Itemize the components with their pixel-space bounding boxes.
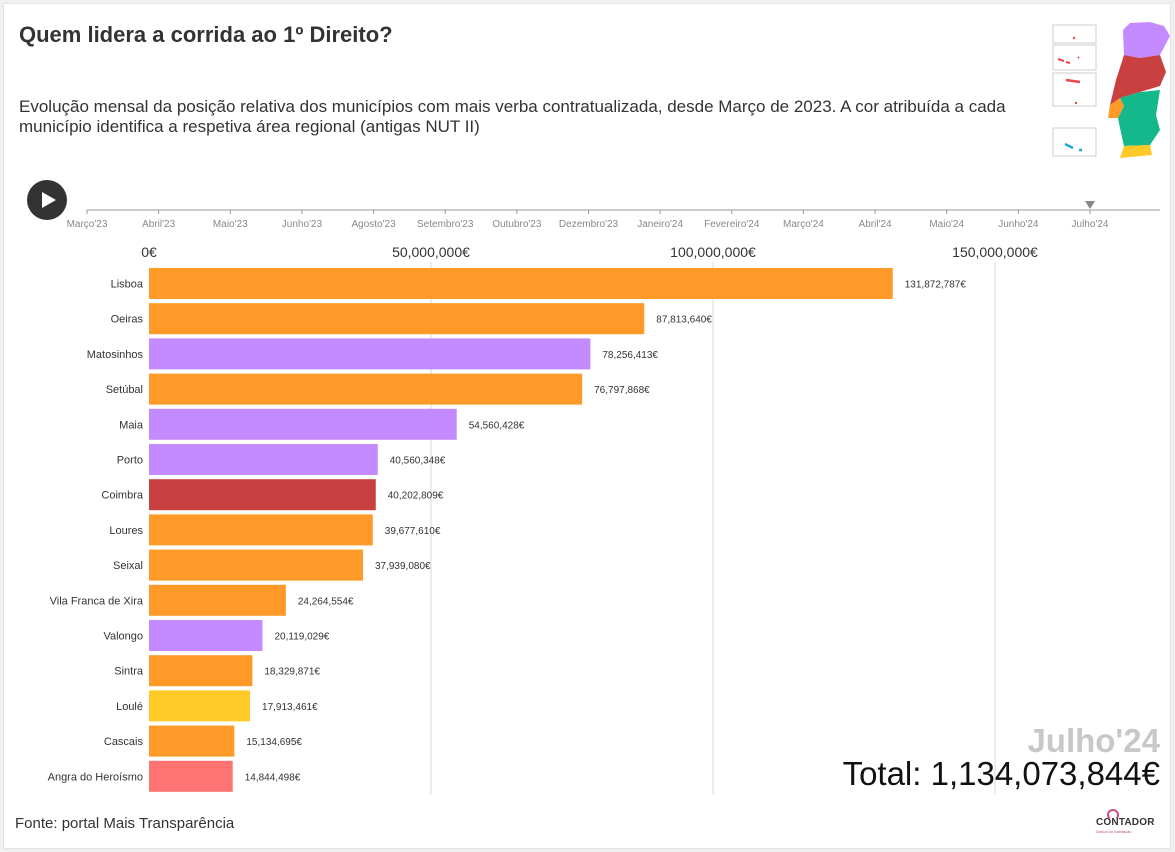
timeline-month-label[interactable]: Abril'23: [142, 219, 175, 230]
acores-inset: [1052, 127, 1097, 157]
category-label: Porto: [117, 455, 143, 467]
x-tick-label: 0€: [141, 244, 157, 260]
value-label: 78,256,413€: [602, 350, 658, 361]
norte-region-shape: [1123, 22, 1170, 58]
category-label: Matosinhos: [87, 349, 144, 361]
timeline-month-label[interactable]: Maio'24: [929, 219, 964, 230]
category-label: Coimbra: [101, 490, 143, 502]
source-note: Fonte: portal Mais Transparência: [15, 815, 235, 832]
value-label: 131,872,787€: [905, 280, 967, 291]
bar: [149, 444, 378, 475]
timeline-month-label[interactable]: Abril'24: [859, 219, 892, 230]
bar: [149, 408, 457, 440]
algarve-region-shape: [1120, 145, 1152, 158]
value-label: 14,844,498€: [245, 772, 301, 783]
logo-icon: [1107, 809, 1119, 821]
value-label: 87,813,640€: [656, 315, 712, 326]
contador-logo: CONTADOR Dados do habitação: [1096, 808, 1158, 834]
timeline-month-label[interactable]: Março'23: [67, 219, 108, 230]
region-minimap: [1052, 22, 1170, 158]
timeline-month-label[interactable]: Junho'23: [282, 219, 323, 230]
category-label: Valongo: [103, 631, 143, 643]
timeline-month-label[interactable]: Agosto'23: [351, 219, 396, 230]
category-label: Loulé: [116, 701, 143, 713]
bar: [149, 338, 591, 370]
category-label: Setúbal: [106, 384, 143, 396]
timeline-slider[interactable]: Março'23 Abril'23 Maio'23 Junho'23 Agosto'23…: [67, 201, 1160, 230]
chart-title: Quem lidera a corrida ao 1º Direito?: [19, 22, 393, 47]
island-mark: [1065, 78, 1081, 84]
azores-inset-2: [1052, 44, 1097, 71]
azores-inset-1: [1052, 24, 1097, 44]
x-tick-label: 50,000,000€: [392, 244, 470, 260]
bar: [149, 514, 373, 546]
category-label: Sintra: [114, 666, 144, 678]
category-label: Seixal: [113, 560, 143, 572]
timeline-handle-icon[interactable]: [1085, 201, 1095, 209]
bar: [149, 584, 286, 616]
value-label: 17,913,461€: [262, 702, 318, 713]
x-tick-label: 100,000,000€: [670, 244, 756, 260]
value-label: 76,797,868€: [594, 385, 650, 396]
island-mark: [1064, 142, 1082, 152]
value-label: 54,560,428€: [469, 420, 525, 431]
timeline-month-label[interactable]: Março'24: [783, 219, 824, 230]
value-label: 37,939,080€: [375, 561, 431, 572]
category-label: Angra do Heroísmo: [48, 771, 143, 783]
value-label: 15,134,695€: [246, 737, 302, 748]
value-label: 40,560,348€: [390, 456, 446, 467]
timeline-month-label[interactable]: Junho'24: [998, 219, 1039, 230]
bar: [149, 268, 893, 299]
value-label: 39,677,610€: [385, 526, 441, 537]
play-button[interactable]: [27, 180, 67, 220]
island-mark: [1074, 101, 1078, 105]
value-label: 20,119,029€: [274, 632, 329, 643]
timeline-month-label[interactable]: Janeiro'24: [637, 219, 683, 230]
madeira-inset: [1052, 72, 1097, 107]
timeline-month-label[interactable]: Setembro'23: [417, 219, 474, 230]
centro-region-shape: [1110, 55, 1166, 105]
play-icon: [42, 192, 56, 208]
bar: [149, 549, 363, 581]
timeline-month-label[interactable]: Fevereiro'24: [704, 219, 760, 230]
value-label: 24,264,554€: [298, 596, 354, 607]
bar: [149, 725, 235, 757]
current-month-label: Julho'24: [1027, 722, 1160, 759]
category-label: Vila Franca de Xira: [50, 595, 144, 607]
bar: [149, 690, 251, 722]
timeline-month-label[interactable]: Julho'24: [1072, 219, 1109, 230]
bar: [149, 479, 376, 511]
total-label: Total: 1,134,073,844€: [842, 755, 1160, 792]
alentejo-region-shape: [1118, 90, 1160, 146]
bar: [149, 655, 253, 687]
island-mark: [1057, 56, 1080, 64]
logo-subtext: Dados do habitação: [1096, 829, 1132, 834]
category-label: Oeiras: [111, 314, 144, 326]
timeline-month-label[interactable]: Dezembro'23: [559, 219, 619, 230]
bars: Lisboa 131,872,787€ Oeiras 87,813,640€ Matos…: [48, 268, 967, 792]
timeline-month-label[interactable]: Maio'23: [213, 219, 248, 230]
category-label: Cascais: [104, 736, 144, 748]
value-label: 18,329,871€: [264, 667, 320, 678]
value-label: 40,202,809€: [388, 491, 444, 502]
category-label: Maia: [119, 419, 144, 431]
bar: [149, 373, 583, 405]
island-mark: [1072, 36, 1076, 40]
bar: [149, 303, 645, 335]
lisboa-region-shape: [1108, 98, 1124, 118]
chart-subtitle: Evolução mensal da posição relativa dos …: [19, 97, 1006, 136]
category-label: Loures: [109, 525, 143, 537]
timeline-month-label[interactable]: Outubro'23: [492, 219, 542, 230]
bar: [149, 760, 233, 792]
category-label: Lisboa: [111, 279, 144, 291]
x-axis: 0€ 50,000,000€ 100,000,000€ 150,000,000€: [141, 244, 1038, 260]
logo-text: CONTADOR: [1096, 817, 1155, 828]
x-tick-label: 150,000,000€: [952, 244, 1038, 260]
bar: [149, 620, 263, 651]
